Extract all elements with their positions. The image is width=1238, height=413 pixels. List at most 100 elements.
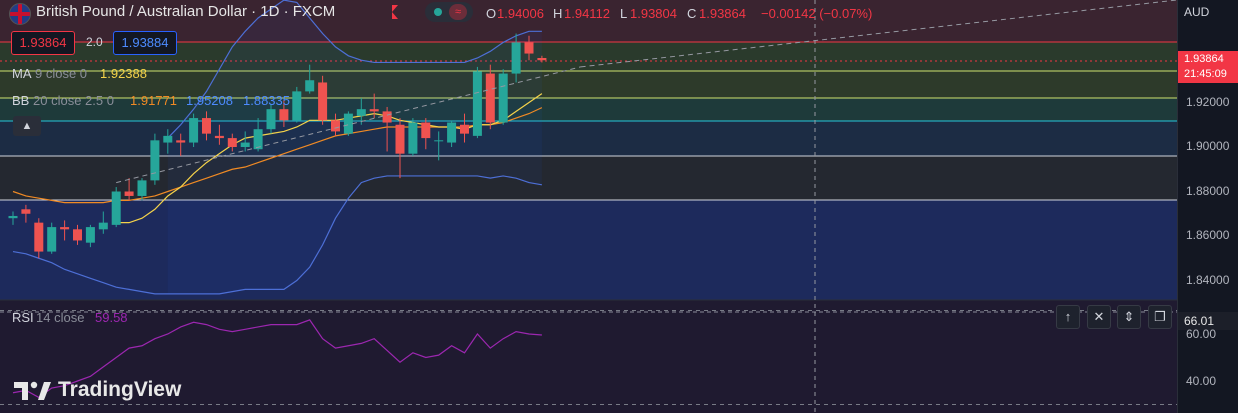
candle-body [214, 135, 224, 139]
candle-body [98, 222, 108, 230]
candles [8, 33, 547, 259]
candle-body [447, 122, 457, 143]
price-tick: 1.84000 [1186, 273, 1230, 287]
price-tick: 1.88000 [1186, 184, 1230, 198]
sell-button[interactable]: 1.93864 [11, 31, 75, 55]
rsi-axis-tag: 66.01 [1178, 312, 1238, 330]
candle-body [382, 111, 392, 123]
last-price: 1.93864 [1184, 53, 1224, 65]
candle-body [292, 91, 302, 121]
ohlc-close: 1.93864 [699, 6, 746, 21]
wave-icon: ≈ [449, 4, 467, 20]
overlay-lines [116, 0, 1178, 413]
candle-body [369, 109, 379, 112]
candle-body [163, 135, 173, 143]
price-tick: 1.86000 [1186, 228, 1230, 242]
bb-legend-lower: 1.88335 [243, 93, 290, 108]
rsi-background [0, 300, 1177, 413]
candle-body [253, 129, 263, 150]
collapse-pane-button[interactable]: ⇕ [1117, 305, 1141, 329]
candle-body [47, 227, 57, 252]
candle-body [331, 120, 340, 132]
price-tick: 1.90000 [1186, 139, 1230, 153]
price-zone [0, 200, 1177, 300]
ma-legend-params: 9 close 0 [35, 66, 88, 81]
price-zone [0, 42, 1177, 71]
candle-body [408, 122, 418, 154]
candle-body [434, 140, 444, 142]
tradingview-logo-icon [14, 381, 51, 400]
candle-body [189, 118, 199, 143]
candle-body [240, 142, 250, 147]
price-tick: 1.92000 [1186, 95, 1230, 109]
trend-line-extension [580, 0, 1178, 68]
candle-body [485, 73, 495, 123]
bb-legend-upper: 1.95208 [186, 93, 233, 108]
ohlc-high: 1.94112 [564, 6, 611, 21]
candle-body [343, 113, 353, 134]
rsi-tick: 60.00 [1186, 327, 1217, 341]
rsi-tick: 40.00 [1186, 374, 1217, 388]
candle-body [150, 140, 160, 181]
trend-line [116, 66, 581, 184]
price-zone [0, 156, 1177, 200]
candle-body [73, 229, 82, 241]
arrow-up-icon: ↑ [1064, 309, 1072, 324]
candle-body [395, 124, 405, 154]
candle-body [124, 191, 134, 196]
bb-upper-line [167, 0, 542, 139]
candle-body [511, 42, 521, 74]
candle-body [21, 209, 31, 214]
bb-lower-line [12, 175, 543, 295]
gbp-flag-icon [9, 3, 31, 25]
symbol-title[interactable]: British Pound / Australian Dollar · 1D ·… [36, 3, 336, 20]
last-price-tag: 1.93864 21:45:09 [1178, 51, 1238, 83]
candle-body [421, 122, 431, 139]
close-pane-button[interactable]: ✕ [1087, 305, 1111, 329]
move-pane-up-button[interactable]: ↑ [1056, 305, 1080, 329]
ohlc-high-label: H [553, 6, 563, 21]
candle-body [279, 109, 289, 121]
bb-legend-basis: 1.91771 [130, 93, 177, 108]
candle-body [60, 227, 70, 230]
candle-body [460, 124, 469, 134]
restore-pane-button[interactable]: ❐ [1148, 305, 1172, 329]
logo-text: TradingView [58, 378, 182, 401]
candle-body [356, 109, 366, 116]
price-zone [0, 0, 1177, 42]
ma-legend-name[interactable]: MA [12, 66, 32, 81]
ohlc-low-label: L [620, 6, 628, 21]
bb-legend-name[interactable]: BB [12, 93, 30, 108]
candle-body [176, 140, 186, 143]
currency-label[interactable]: AUD [1184, 5, 1210, 19]
bar-countdown: 21:45:09 [1184, 68, 1227, 80]
ohlc-change: −0.00142 (−0.07%) [761, 6, 873, 21]
rsi-legend-params: 14 close [36, 310, 85, 325]
flag-icon[interactable] [392, 5, 398, 19]
close-icon: ✕ [1093, 309, 1105, 324]
collapse-icon: ⇕ [1123, 309, 1135, 324]
candle-body [85, 227, 95, 243]
candle-body [8, 215, 18, 219]
candle-body [524, 42, 534, 54]
tradingview-logo[interactable]: TradingView [14, 378, 194, 409]
collapse-legend-button[interactable]: ▲ [13, 116, 41, 136]
ohlc-open-label: O [486, 6, 497, 21]
ohlc-close-label: C [687, 6, 697, 21]
candle-body [318, 82, 328, 121]
rsi-legend-value: 59.58 [95, 310, 128, 325]
candle-body [34, 222, 44, 252]
candle-body [305, 80, 315, 92]
candle-body [202, 118, 211, 134]
rsi-legend-name[interactable]: RSI [12, 310, 34, 325]
buy-button[interactable]: 1.93884 [113, 31, 177, 55]
candle-body [498, 73, 508, 123]
spread-value: 2.0 [86, 35, 103, 49]
candle-body [472, 71, 482, 136]
candle-body [266, 109, 276, 130]
candle-body [537, 58, 547, 61]
bollinger-fill [167, 0, 542, 294]
candle-body [227, 138, 237, 147]
rsi-pane [0, 299, 1177, 405]
